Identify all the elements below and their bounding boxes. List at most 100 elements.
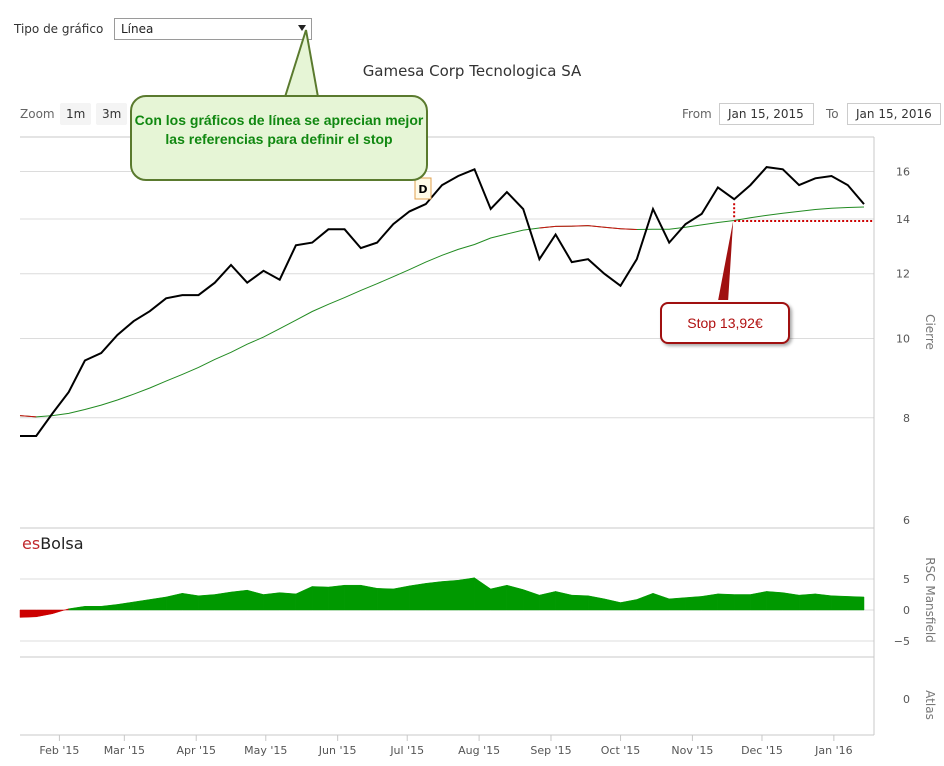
mansfield-area-segment: [117, 601, 134, 611]
price-y-tick-label: 10: [896, 333, 910, 346]
mansfield-area-segment: [198, 594, 216, 611]
price-y-tick-labels: 6 8 10 12 14 16: [896, 166, 910, 527]
chart-type-select[interactable]: Línea: [114, 18, 312, 40]
price-y-tick-label: 16: [896, 166, 910, 179]
mansfield-area-segment: [668, 597, 686, 611]
mansfield-area-segment: [376, 588, 394, 611]
mansfield-area-segment: [685, 596, 702, 611]
zoom-3m-button[interactable]: 3m: [96, 103, 128, 125]
mansfield-area-segment: [360, 584, 378, 611]
mansfield-y-axis-title: RSC Mansfield: [923, 557, 937, 643]
chevron-down-icon[interactable]: [298, 25, 306, 31]
mansfield-area-segment: [750, 591, 767, 611]
mansfield-y-tick-label: 0: [903, 604, 910, 617]
mansfield-area-segment: [182, 592, 199, 611]
mansfield-area-segment: [263, 592, 280, 611]
mansfield-area-segment: [766, 591, 784, 611]
mansfield-area-segment: [425, 581, 443, 611]
mansfield-area-segment: [847, 596, 865, 611]
sma-segment-below: [19, 415, 37, 418]
mansfield-y-tick-labels: −5 0 5: [894, 573, 910, 648]
sma-line: [19, 206, 865, 418]
chart-title: Gamesa Corp Tecnologica SA: [362, 62, 582, 80]
mansfield-area-segment: [311, 586, 329, 611]
mansfield-area-segment: [522, 589, 540, 611]
dividend-marker-letter: D: [418, 183, 427, 196]
x-tick-label: Aug '15: [458, 744, 500, 757]
mansfield-area-segment: [214, 591, 232, 611]
mansfield-area-segment: [68, 605, 86, 611]
sma-segment-below: [539, 225, 556, 229]
price-line: [20, 166, 865, 437]
mansfield-y-tick-label: 5: [903, 573, 910, 586]
mansfield-area-segment: [279, 592, 297, 611]
mansfield-area-segment: [165, 592, 183, 611]
x-tick-label: May '15: [244, 744, 287, 757]
stop-annotation: Stop 13,92€: [660, 302, 790, 344]
price-y-tick-label: 12: [896, 268, 910, 281]
from-date-input[interactable]: Jan 15, 2015: [719, 103, 814, 125]
mansfield-area-segment: [717, 593, 735, 611]
dividend-marker[interactable]: [414, 177, 432, 200]
mansfield-area-segment: [84, 606, 102, 611]
x-tick-label: Sep '15: [530, 744, 571, 757]
callout-pointer: [284, 29, 319, 98]
brand-bolsa: Bolsa: [40, 534, 84, 553]
zoom-label: Zoom: [20, 107, 55, 121]
chart-type-value: Línea: [121, 22, 154, 36]
mansfield-area-segment: [506, 584, 524, 611]
mansfield-area-segment: [604, 598, 621, 611]
x-tick-label: Oct '15: [601, 744, 641, 757]
sma-line-below: [19, 225, 637, 418]
price-y-tick-label: 8: [903, 412, 910, 425]
mansfield-area-segment: [100, 604, 118, 611]
mansfield-area-segment: [35, 609, 53, 618]
mansfield-area-segment: [782, 592, 800, 611]
sma-segment-below: [588, 225, 605, 228]
mansfield-area-segment: [539, 591, 556, 611]
mansfield-area-segment: [344, 584, 362, 611]
mansfield-area-segment: [474, 577, 491, 611]
x-tick-label: Jan '16: [814, 744, 852, 757]
x-tick-label: Mar '15: [104, 744, 145, 757]
mansfield-y-tick-label: −5: [894, 635, 910, 648]
to-date-input[interactable]: Jan 15, 2016: [847, 103, 941, 125]
mansfield-area-segment: [149, 596, 167, 611]
mansfield-area-segment: [133, 599, 151, 611]
price-y-tick-label: 14: [896, 213, 910, 226]
mansfield-area-segment: [831, 595, 849, 611]
x-tick-label: Jun '15: [318, 744, 357, 757]
zoom-1m-button[interactable]: 1m: [60, 103, 92, 125]
chart-type-label: Tipo de gráfico: [14, 22, 104, 36]
sma-segment-below: [620, 228, 637, 231]
from-label: From: [682, 107, 712, 121]
mansfield-area: [19, 577, 865, 618]
mansfield-area-segment: [246, 589, 264, 611]
price-y-axis-title: Cierre: [923, 314, 937, 350]
to-label: To: [826, 107, 839, 121]
mansfield-area-segment: [636, 592, 654, 611]
price-y-tick-label: 6: [903, 514, 910, 527]
mansfield-area-segment: [815, 593, 832, 611]
atlas-y-axis-title: Atlas: [923, 690, 937, 720]
brand-logo: esBolsa: [22, 534, 84, 553]
mansfield-area-segment: [571, 594, 589, 611]
atlas-y-tick-label: 0: [903, 693, 910, 706]
mansfield-area-segment: [798, 593, 816, 611]
price-grid: [20, 171, 874, 419]
mansfield-area-segment: [733, 594, 751, 611]
mansfield-area-segment: [457, 577, 475, 611]
x-tick-labels: Feb '15 Mar '15 Apr '15 May '15 Jun '15 Jul '…: [39, 735, 853, 757]
x-tick-label: Feb '15: [39, 744, 79, 757]
mansfield-area-segment: [295, 586, 313, 611]
mansfield-area-segment: [490, 584, 508, 611]
mansfield-area-segment: [393, 585, 410, 611]
mansfield-area-segment: [652, 592, 670, 611]
annotation-callout: Con los gráficos de línea se aprecian me…: [130, 95, 428, 181]
x-tick-label: Jul '15: [389, 744, 424, 757]
mansfield-area-segment: [230, 589, 248, 611]
mansfield-area-segment: [441, 579, 459, 611]
mansfield-area-segment: [409, 583, 427, 611]
mansfield-area-segment: [701, 593, 719, 611]
x-tick-label: Nov '15: [671, 744, 713, 757]
